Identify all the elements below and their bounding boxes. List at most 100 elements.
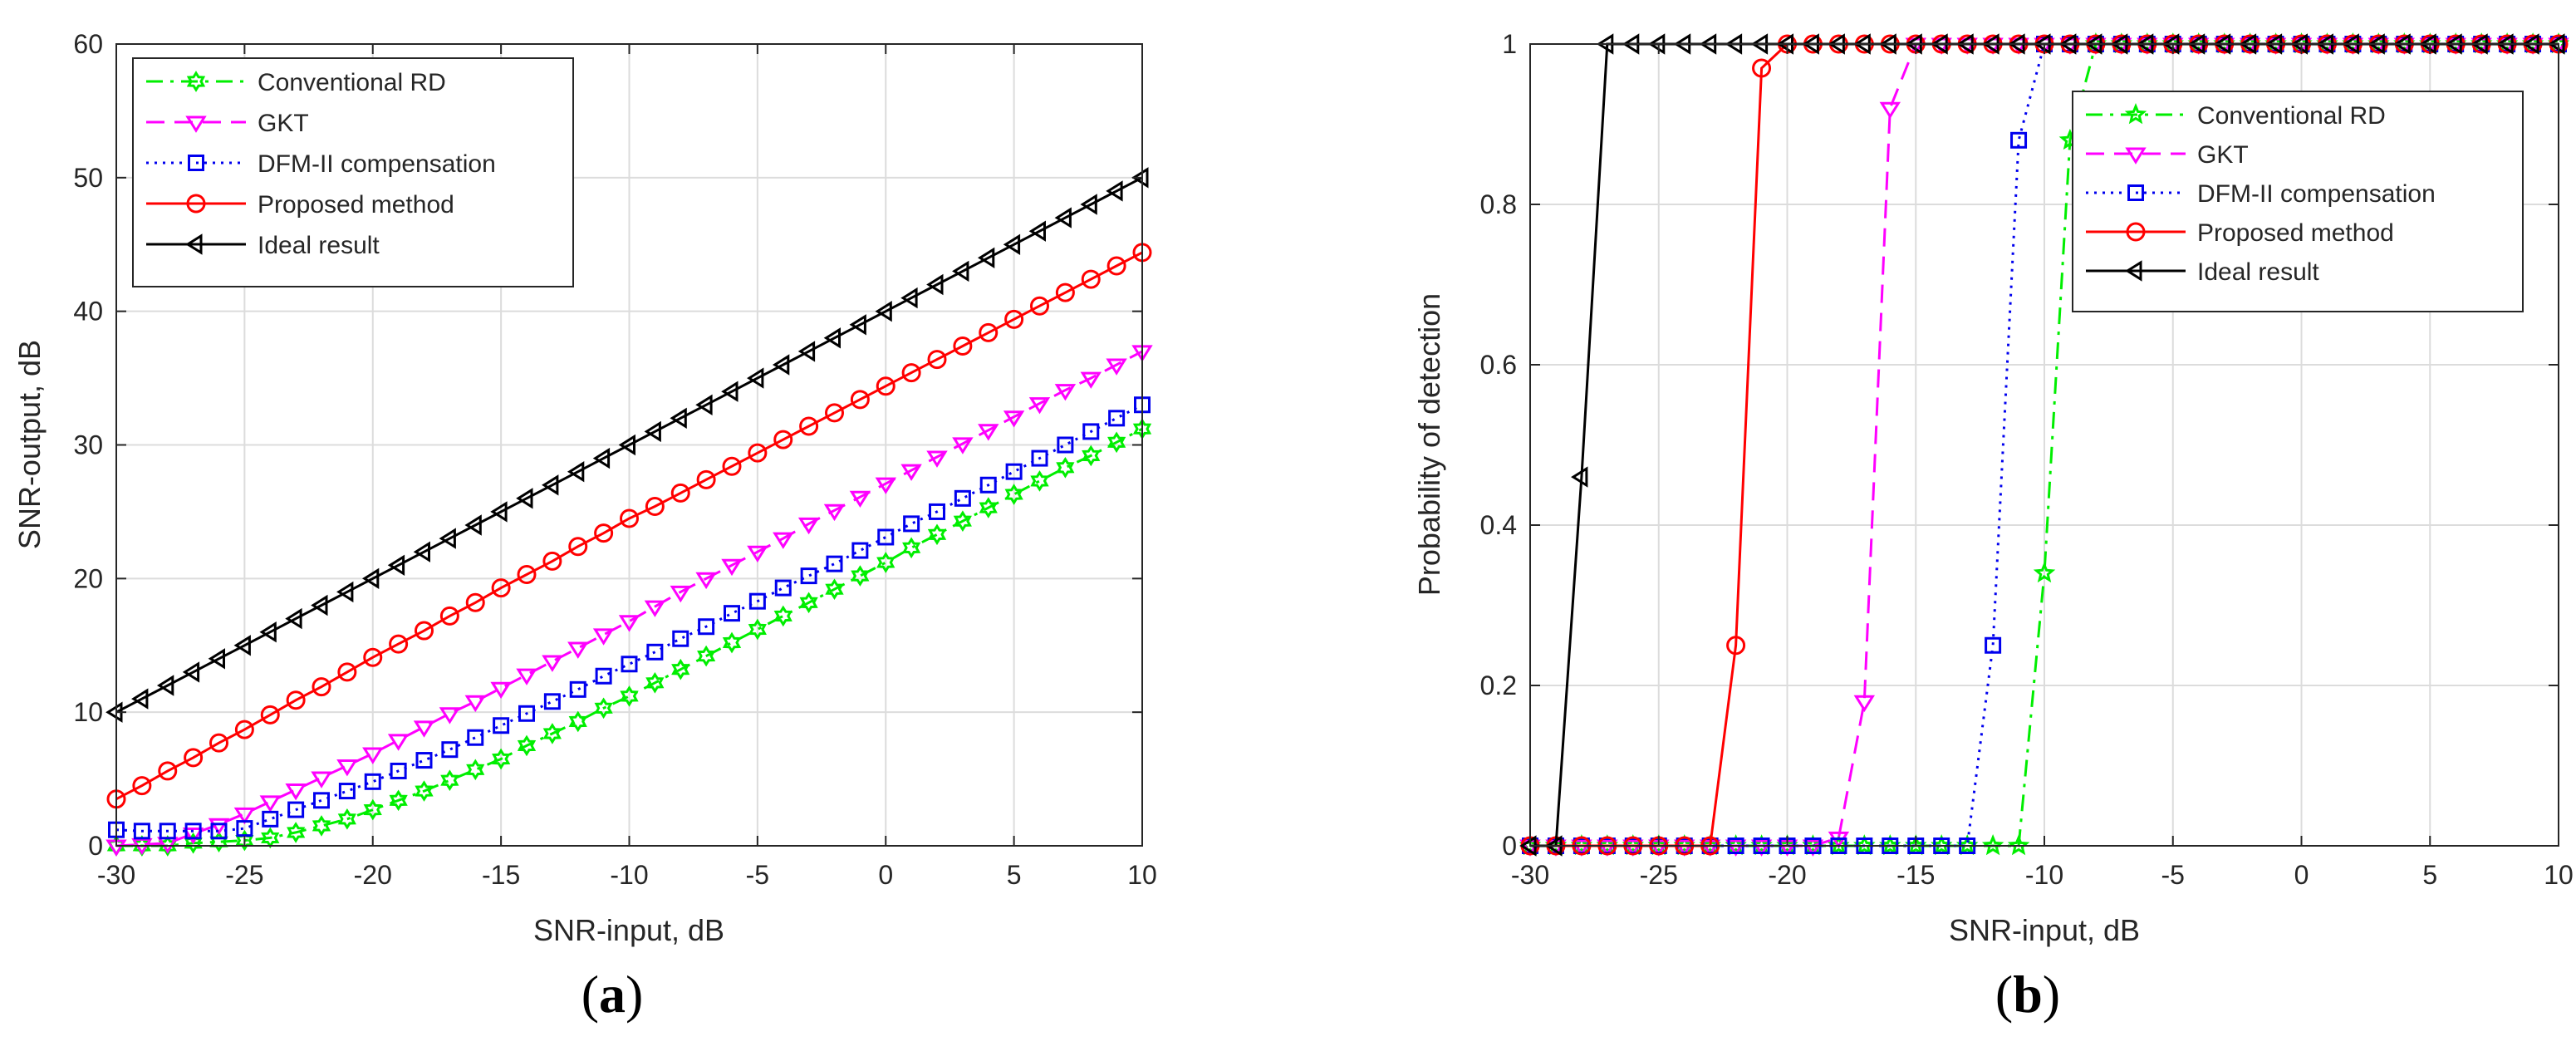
data-point (413, 541, 430, 562)
y-tick-label: 0.2 (1480, 670, 1517, 700)
data-point (311, 771, 332, 788)
data-point (313, 792, 330, 809)
legend-label: DFM-II compensation (258, 150, 496, 178)
data-point (259, 621, 277, 643)
data-point (491, 578, 511, 598)
data-point (671, 658, 690, 680)
legend-sample-4-marker (2125, 260, 2142, 282)
data-point (1571, 839, 1592, 857)
data-point (645, 496, 665, 516)
data-point (903, 515, 920, 533)
y-tick-label: 10 (73, 697, 103, 727)
data-point (1107, 431, 1126, 454)
data-point (2548, 33, 2565, 55)
data-point (670, 407, 687, 430)
data-point (849, 490, 871, 508)
data-point (131, 688, 149, 710)
data-point (927, 523, 947, 546)
x-tick-label: 10 (2544, 860, 2574, 890)
legend-sample-3-marker (186, 194, 206, 214)
data-point (1030, 470, 1049, 492)
data-point (644, 420, 661, 443)
data-point (979, 322, 999, 342)
data-point (977, 247, 995, 269)
data-point (1725, 839, 1747, 857)
data-point (210, 823, 228, 840)
data-point (646, 643, 664, 661)
data-point (1004, 484, 1023, 505)
data-point (797, 517, 820, 535)
data-point (1802, 839, 1824, 857)
data-point (618, 434, 635, 456)
x-tick-label: -30 (1511, 860, 1549, 890)
x-tick-label: -5 (746, 860, 769, 890)
data-point (1622, 839, 1644, 857)
data-point (415, 780, 434, 802)
subplot-a: SNR-output, dB SNR-input, dB (a) (12, 340, 724, 1024)
data-point (517, 565, 537, 585)
data-point (1081, 269, 1101, 289)
data-point (1082, 423, 1100, 440)
data-point (1673, 839, 1695, 857)
data-point (285, 783, 307, 801)
data-point (234, 720, 254, 739)
data-point (569, 680, 586, 698)
series-group-a (105, 167, 1153, 857)
x-tick-label: -25 (1640, 860, 1678, 890)
series-line-4 (115, 176, 1143, 714)
data-point (542, 723, 562, 744)
series-markers-4 (105, 167, 1149, 723)
data-point (1005, 463, 1023, 480)
data-point (464, 514, 482, 536)
data-point (979, 497, 998, 518)
data-point (621, 656, 638, 673)
data-point (1054, 207, 1072, 228)
data-point (439, 606, 459, 626)
series-markers-2 (108, 396, 1151, 840)
data-point (516, 668, 537, 685)
data-point (259, 795, 282, 813)
x-tick-label: 10 (1127, 860, 1157, 890)
data-point (542, 474, 559, 496)
data-point (1985, 636, 2002, 654)
data-point (748, 592, 766, 610)
xlabel-b: SNR-input, dB (1949, 913, 2140, 947)
data-point (799, 592, 818, 614)
data-point (953, 510, 972, 533)
legend-label: GKT (258, 110, 309, 137)
data-point (415, 621, 434, 641)
y-tick-label: 20 (73, 563, 103, 593)
legend-sample-1-marker (2125, 147, 2147, 165)
data-point (851, 542, 869, 559)
data-point (493, 717, 510, 734)
data-point (724, 605, 740, 622)
data-point (490, 501, 508, 523)
data-point (901, 363, 921, 383)
data-point (876, 376, 895, 396)
data-point (1080, 194, 1097, 215)
data-point (799, 416, 819, 436)
data-point (849, 314, 866, 336)
data-point (594, 523, 614, 543)
data-point (542, 551, 562, 571)
data-point (823, 327, 841, 349)
data-point (1879, 101, 1901, 120)
legend-label: Ideal result (258, 232, 380, 259)
data-point (336, 581, 354, 603)
data-point (312, 815, 331, 837)
data-point (311, 594, 328, 616)
data-point (287, 801, 305, 818)
data-point (876, 552, 895, 573)
data-point (927, 350, 947, 370)
data-point (337, 808, 356, 830)
data-point (1004, 309, 1024, 329)
data-point (902, 537, 921, 559)
data-point (594, 697, 613, 720)
series-line-3 (115, 251, 1143, 801)
data-point (132, 776, 152, 796)
plot-area-a: -30 -25 -20 -15 -10 -5 0 5 10 0 10 20 30 40 50 60 Conven… (73, 29, 1156, 890)
subplot-letter-a: a (599, 965, 626, 1024)
data-point (952, 437, 974, 454)
legend-sample-0-marker (186, 71, 206, 92)
data-point (361, 567, 380, 590)
